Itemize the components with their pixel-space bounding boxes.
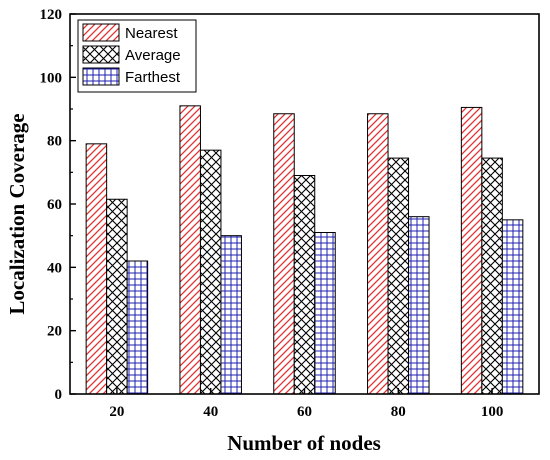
bar-farthest-20 xyxy=(126,260,149,395)
bar-farthest-80 xyxy=(408,216,430,395)
bar-farthest-60 xyxy=(314,232,336,395)
y-tick-label: 40 xyxy=(47,260,62,276)
bar-nearest-100 xyxy=(460,106,483,395)
x-tick-label: 100 xyxy=(481,404,504,420)
x-tick-label: 80 xyxy=(391,404,406,420)
bar-average-60 xyxy=(293,175,316,395)
bar-nearest-60 xyxy=(273,113,295,395)
legend-swatch-nearest xyxy=(82,23,120,42)
legend-label-nearest: Nearest xyxy=(125,25,178,42)
y-tick-label: 0 xyxy=(55,387,63,403)
legend-swatch-average xyxy=(82,45,120,64)
x-tick-label: 60 xyxy=(297,404,312,420)
bars-layer xyxy=(85,105,524,395)
y-tick-label: 20 xyxy=(47,324,62,340)
bar-farthest-40 xyxy=(220,235,242,395)
bar-average-100 xyxy=(481,157,503,395)
y-axis-title: Localization Coverage xyxy=(5,113,29,314)
bar-average-20 xyxy=(106,198,128,395)
bar-nearest-40 xyxy=(179,105,201,395)
x-tick-label: 40 xyxy=(203,404,218,420)
bar-average-40 xyxy=(199,149,222,395)
y-axis: 0 20 40 60 80 100 120 xyxy=(40,7,76,403)
bar-nearest-20 xyxy=(85,143,108,395)
legend: Nearest Average Farthest xyxy=(77,19,197,93)
bar-nearest-80 xyxy=(367,113,389,395)
y-tick-label: 100 xyxy=(40,70,63,86)
y-tick-label: 60 xyxy=(47,197,62,213)
x-axis-title: Number of nodes xyxy=(227,431,381,455)
y-tick-label: 80 xyxy=(47,134,62,150)
legend-swatch-farthest xyxy=(82,67,120,86)
x-tick-label: 20 xyxy=(109,404,124,420)
legend-label-average: Average xyxy=(125,47,181,64)
bar-average-80 xyxy=(387,157,410,395)
y-tick-label: 120 xyxy=(40,7,63,23)
x-axis: 20 40 60 80 100 xyxy=(109,388,503,420)
bar-farthest-100 xyxy=(501,219,524,395)
legend-label-farthest: Farthest xyxy=(125,69,181,86)
